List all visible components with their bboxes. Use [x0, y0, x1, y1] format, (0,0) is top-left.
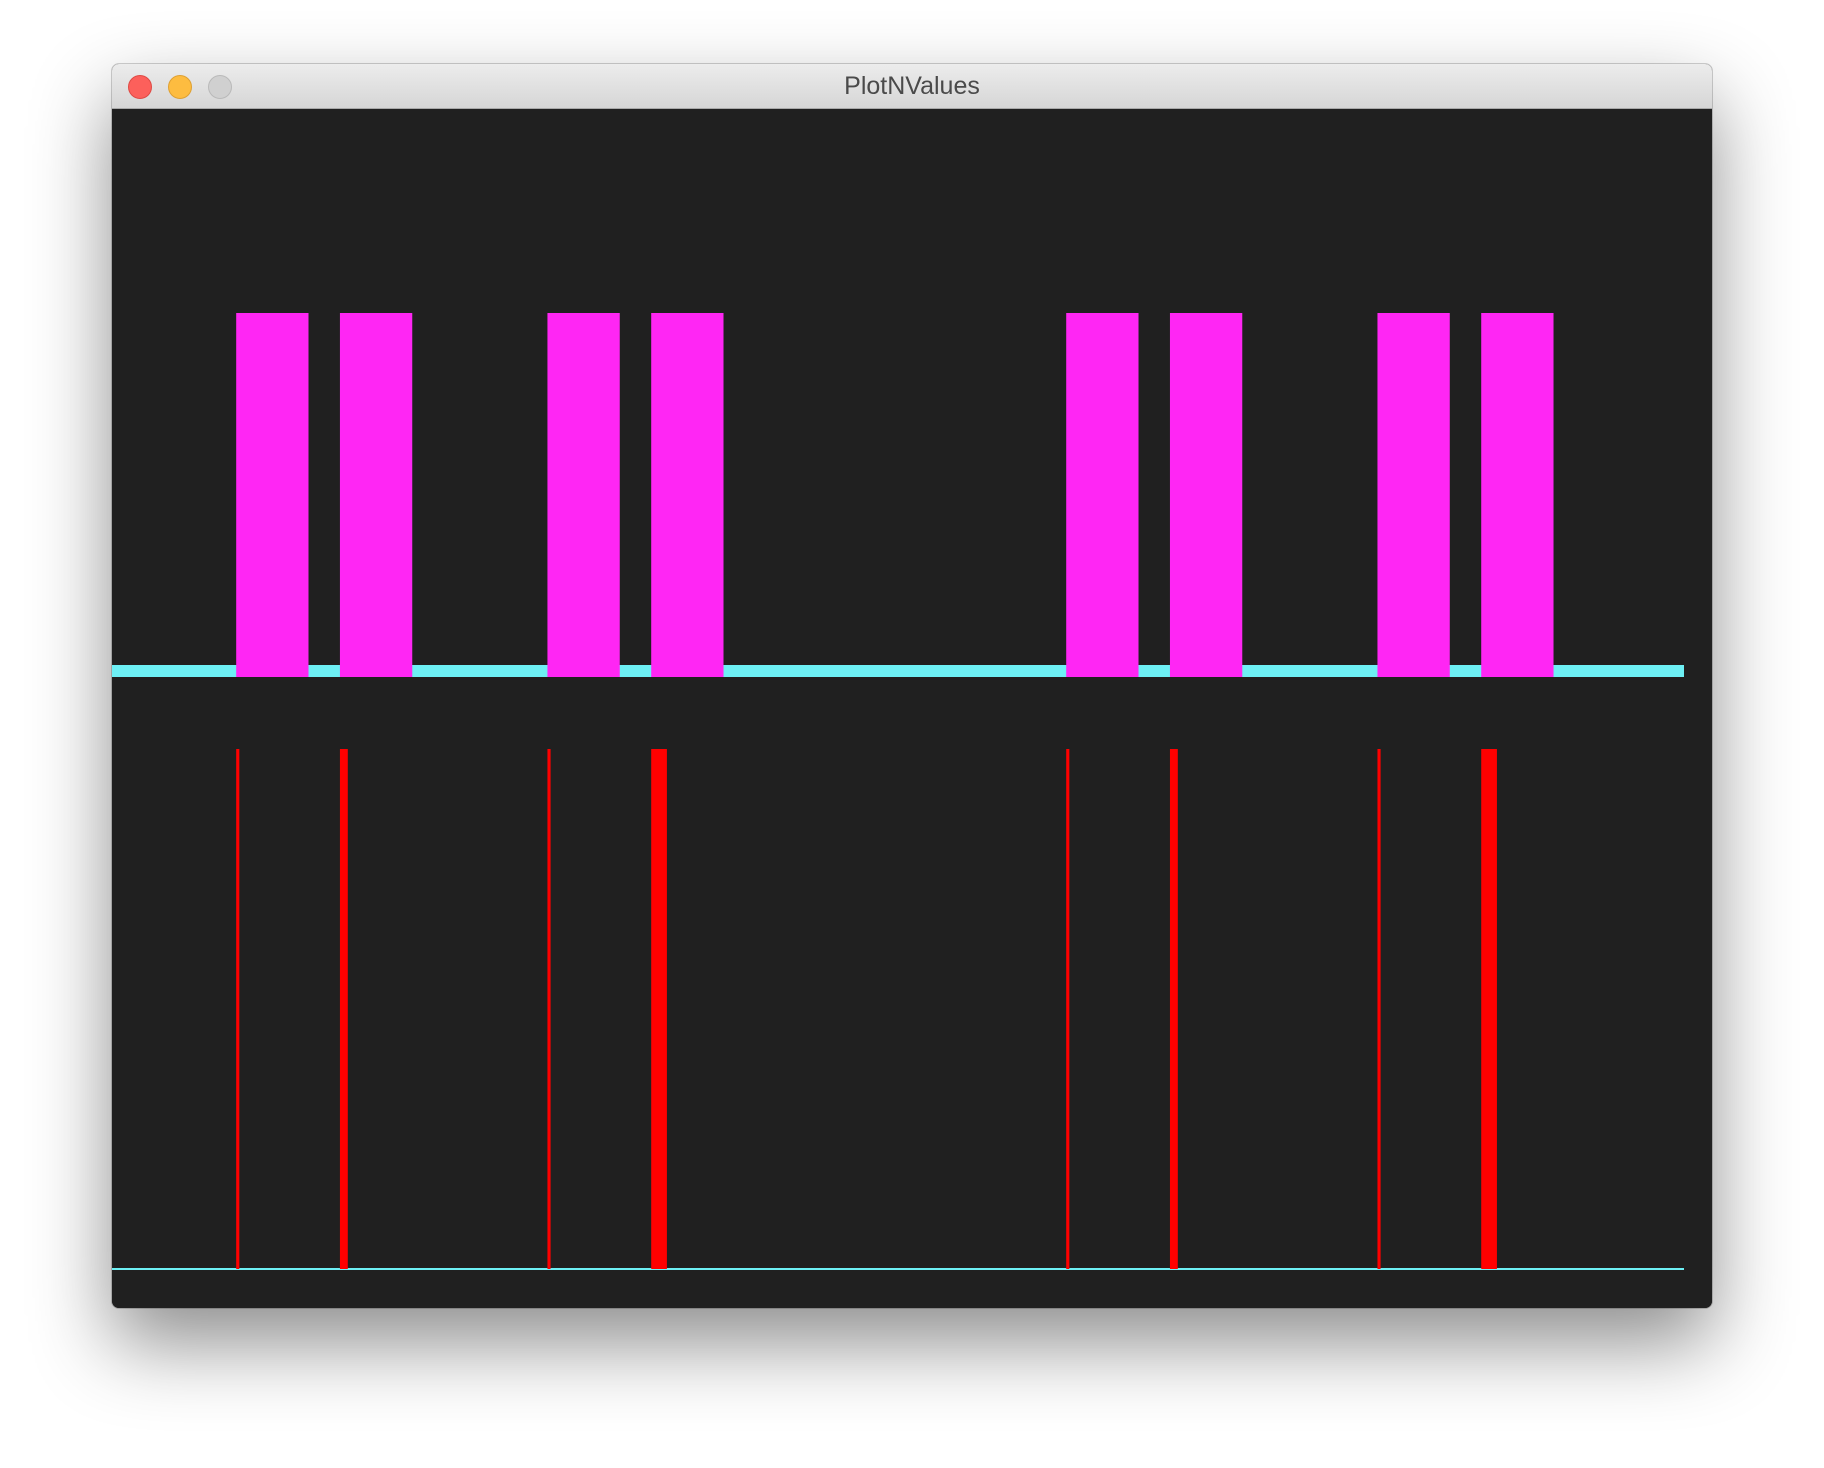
upper-bar-3 [547, 313, 620, 677]
lower-bar-3 [547, 749, 551, 1269]
plot-svg [112, 313, 1684, 1270]
title-bar[interactable]: PlotNValues [112, 64, 1712, 109]
lower-bar-4 [651, 749, 667, 1269]
upper-bar-6 [1169, 313, 1243, 677]
lower-bar-5 [1066, 749, 1070, 1269]
zoom-button[interactable] [208, 75, 232, 99]
upper-bar-4 [651, 313, 724, 677]
upper-bar-8 [1481, 313, 1554, 677]
lower-bar-1 [236, 749, 240, 1269]
app-window: PlotNValues [112, 64, 1712, 1308]
lower-bar-7 [1377, 749, 1381, 1269]
window-title: PlotNValues [844, 72, 980, 100]
upper-baseline [112, 665, 1684, 677]
lower-bar-6 [1169, 749, 1178, 1269]
upper-bar-2 [339, 313, 413, 677]
lower-baseline [112, 1268, 1684, 1270]
plot-canvas [112, 109, 1712, 1308]
lower-bar-8 [1481, 749, 1497, 1269]
close-button[interactable] [128, 75, 152, 99]
lower-bar-2 [339, 749, 348, 1269]
upper-bar-1 [236, 313, 309, 677]
minimize-button[interactable] [168, 75, 192, 99]
upper-bar-5 [1066, 313, 1139, 677]
upper-bar-7 [1377, 313, 1450, 677]
